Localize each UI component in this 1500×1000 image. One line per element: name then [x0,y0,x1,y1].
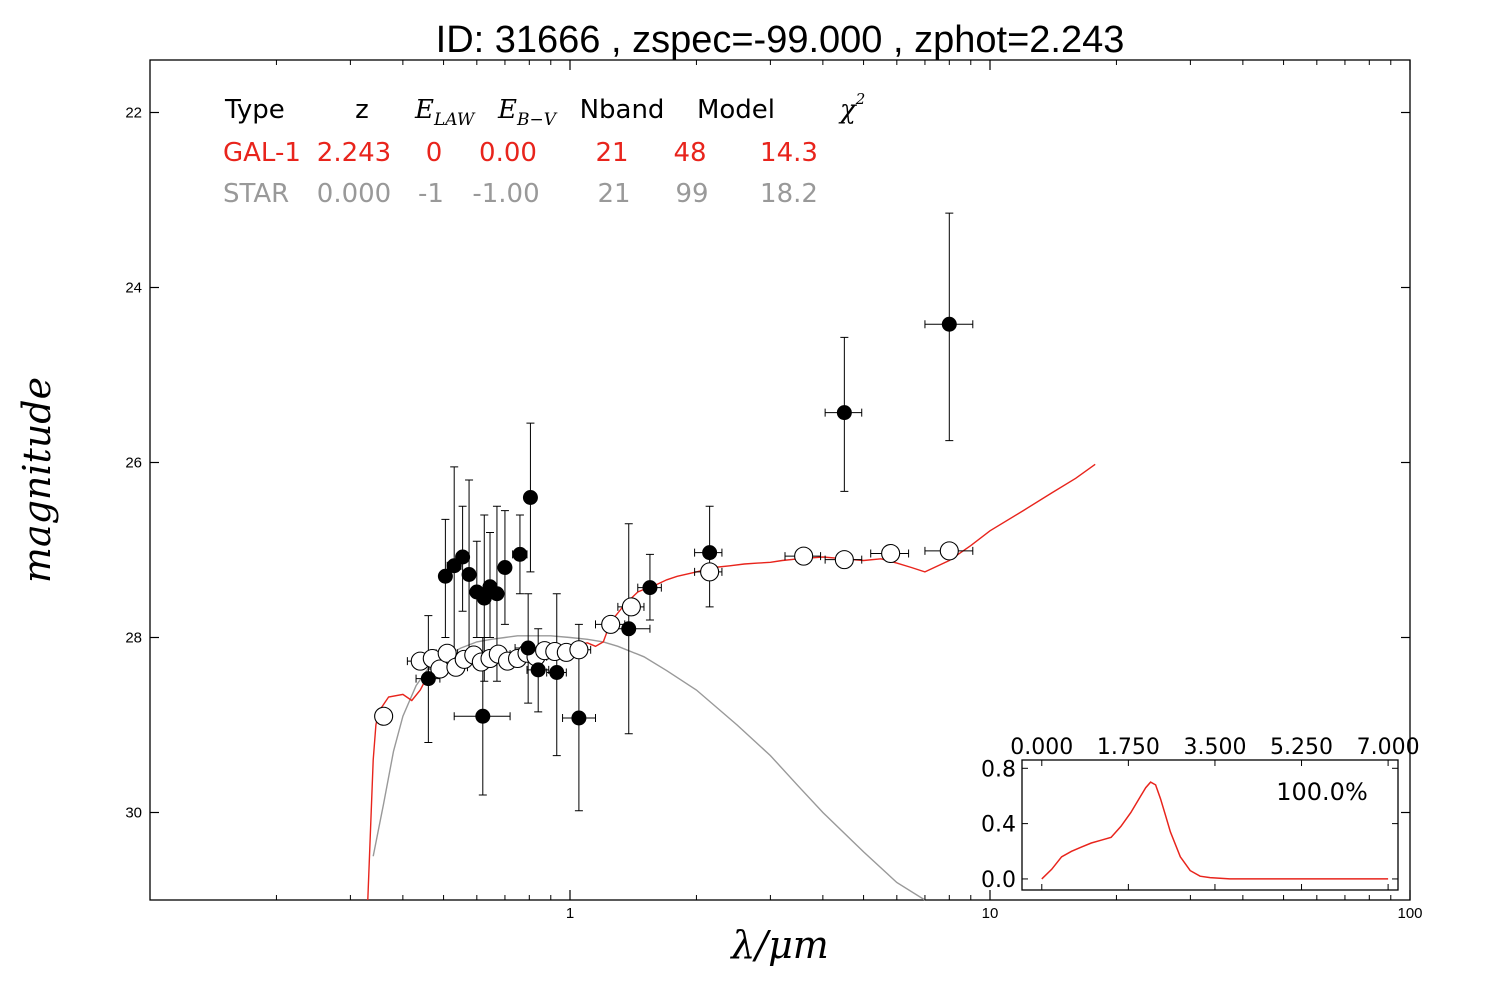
x-tick-label: 1 [566,905,574,922]
table-row-gal: GAL-1 2.243 0 0.00 21 48 14.3 [223,138,818,168]
observed-point [520,640,536,656]
observed-point [455,549,471,565]
observed-point [530,662,546,678]
gal-nband: 21 [595,138,628,168]
y-tick-label: 28 [125,630,142,647]
model-point [601,614,621,634]
observed-point [461,567,477,582]
star-ebv: -1.00 [472,179,539,209]
model-point [374,706,394,726]
fit-results-table: Type z ELAW EB−V Nband Model χ2 GAL-1 2.… [223,90,865,209]
inset-y-tick-label: 0.8 [981,757,1016,782]
observed-point [497,560,513,575]
table-header-elaw: ELAW [414,95,476,130]
table-header-z: z [355,95,369,125]
y-tick-label: 22 [125,105,142,122]
table-row-star: STAR 0.000 -1 -1.00 21 99 18.2 [223,179,818,209]
chart-title: ID: 31666 , zspec=-99.000 , zphot=2.243 [436,19,1125,61]
observed-point [549,665,565,680]
star-z: 0.000 [317,179,391,209]
observed-point [420,671,436,687]
inset-x-tick-label: 0.000 [1010,735,1073,760]
model-point [621,597,641,617]
model-point [569,640,589,660]
observed-point [522,490,538,505]
gal-ebv: 0.00 [479,138,537,168]
inset-annotation: 100.0% [1276,778,1368,806]
x-axis-label: λ/μm [729,923,829,967]
star-model: 99 [675,179,708,209]
observed-point [475,708,491,724]
observed-point [941,316,957,332]
star-nband: 21 [597,179,630,209]
observed-point [702,545,718,561]
main-plot-frame [149,59,1411,901]
inset-x-tick-label: 3.500 [1183,735,1246,760]
inset-x-tick-label: 1.750 [1097,735,1160,760]
photometry-points [374,212,974,812]
observed-point [571,710,587,726]
inset-pdf-line [1041,781,1389,880]
gal-z: 2.243 [317,138,391,168]
y-tick-label: 26 [125,455,142,472]
model-point [939,541,959,561]
observed-point [836,405,852,421]
table-header-ebv: EB−V [497,95,558,130]
table-header-type: Type [224,95,285,125]
observed-point [621,621,637,637]
model-point [834,550,854,570]
model-point [881,543,901,564]
gal-type: GAL-1 [223,138,301,168]
model-point [437,643,457,663]
x-tick-label: 100 [1397,905,1422,922]
observed-point [489,586,505,602]
star-chi2: 18.2 [760,179,818,209]
gal-elaw: 0 [426,138,443,168]
table-header-model: Model [697,95,775,125]
model-point [794,546,814,566]
observed-point [642,580,658,596]
observed-point [437,568,453,584]
gal-model: 48 [673,138,706,168]
star-elaw: -1 [418,179,444,209]
inset-y-tick-label: 0.0 [981,868,1016,893]
model-point [700,562,720,582]
inset-frame [1021,759,1399,891]
axis-ticks: 22 24 26 28 30 1 10 100 [125,60,1423,922]
inset-x-tick-label: 7.000 [1357,735,1420,760]
y-tick-label: 30 [125,805,142,822]
inset-y-tick-label: 0.4 [981,813,1016,838]
observed-point [512,546,528,562]
table-header-chi2: χ2 [838,90,865,125]
y-tick-label: 24 [125,280,142,297]
table-header-nband: Nband [580,95,665,125]
y-axis-label: magnitude [15,377,59,583]
redshift-pdf-inset: 0.000 1.750 3.500 5.250 7.000 0.0 0.4 0.8 [981,735,1420,893]
gal-chi2: 14.3 [760,138,818,168]
inset-x-tick-label: 5.250 [1270,735,1333,760]
x-tick-label: 10 [982,905,999,922]
star-type: STAR [223,179,289,209]
